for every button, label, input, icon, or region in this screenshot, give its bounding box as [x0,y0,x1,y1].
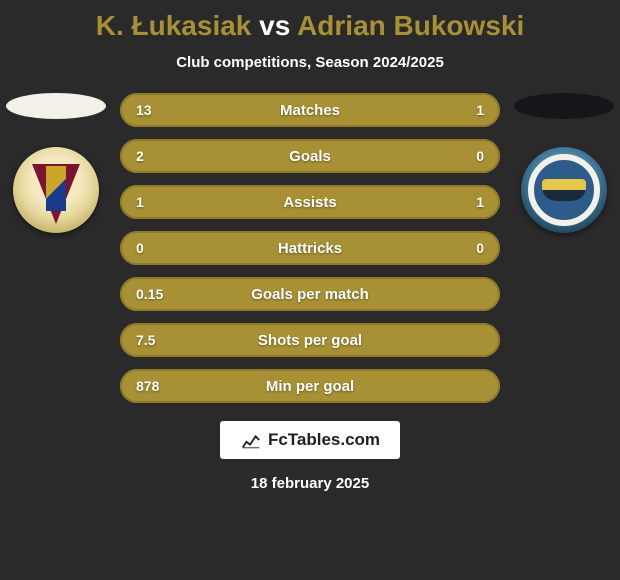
stat-right-value: 0 [476,148,484,164]
footer: FcTables.com 18 february 2025 [0,421,620,492]
stat-bar: 7.5 Shots per goal [120,323,500,357]
stat-right-value: 1 [476,102,484,118]
subtitle: Club competitions, Season 2024/2025 [0,54,620,71]
stat-left-value: 7.5 [136,332,155,348]
title-vs: vs [259,10,290,41]
stat-bar: 2 Goals 0 [120,139,500,173]
stat-label: Shots per goal [258,332,362,349]
stat-label: Matches [280,102,340,119]
ring-icon [528,154,600,226]
stat-bars: 13 Matches 1 2 Goals 0 1 Assists 1 0 Hattricks 0 0.1… [120,93,500,403]
stat-bar: 0 Hattricks 0 [120,231,500,265]
stat-left-value: 13 [136,102,152,118]
stat-left-value: 0 [136,240,144,256]
stat-left-value: 0.15 [136,286,163,302]
stat-left-value: 1 [136,194,144,210]
stat-bar: 13 Matches 1 [120,93,500,127]
stat-left-value: 878 [136,378,159,394]
stat-label: Hattricks [278,240,342,257]
comparison-card: K. Łukasiak vs Adrian Bukowski Club comp… [0,0,620,580]
date-text: 18 february 2025 [251,475,369,492]
stat-bar: 1 Assists 1 [120,185,500,219]
left-club-badge [13,147,99,233]
chart-icon [240,429,262,451]
main-row: 13 Matches 1 2 Goals 0 1 Assists 1 0 Hattricks 0 0.1… [0,93,620,403]
stat-left-value: 2 [136,148,144,164]
stat-label: Goals per match [251,286,369,303]
title-player2: Adrian Bukowski [297,10,524,41]
right-side [514,93,614,233]
stat-right-value: 0 [476,240,484,256]
right-club-badge [521,147,607,233]
title-player1: K. Łukasiak [96,10,252,41]
left-ellipse [6,93,106,119]
stat-bar: 0.15 Goals per match [120,277,500,311]
left-side [6,93,106,233]
stat-bar: 878 Min per goal [120,369,500,403]
stat-label: Min per goal [266,378,354,395]
brand-text: FcTables.com [268,430,380,450]
pennant-icon [32,164,80,224]
stat-label: Assists [283,194,336,211]
right-ellipse [514,93,614,119]
ring-inner-icon [542,179,586,201]
brand-box: FcTables.com [220,421,400,459]
stat-label: Goals [289,148,331,165]
page-title: K. Łukasiak vs Adrian Bukowski [0,10,620,42]
stat-right-value: 1 [476,194,484,210]
